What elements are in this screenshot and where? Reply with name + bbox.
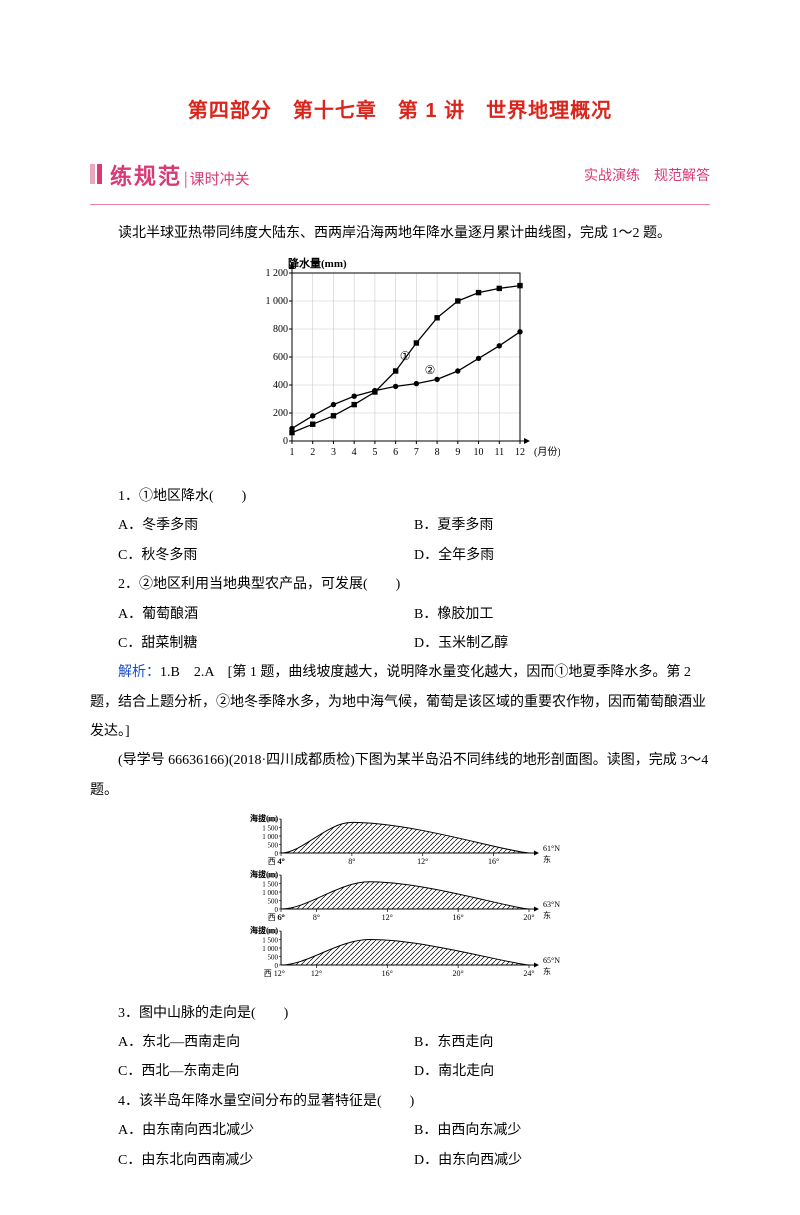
svg-text:1 200: 1 200 <box>266 268 289 279</box>
svg-text:16°: 16° <box>488 857 499 866</box>
svg-text:7: 7 <box>414 447 419 458</box>
q2-opt-d: D．玉米制乙醇 <box>414 629 710 658</box>
section-title: 练规范 <box>110 154 182 200</box>
svg-text:2 000: 2 000 <box>262 928 278 936</box>
svg-text:12°: 12° <box>417 857 428 866</box>
analysis-label: 解析： <box>118 665 160 680</box>
svg-text:500: 500 <box>268 898 279 906</box>
svg-text:8: 8 <box>435 447 440 458</box>
svg-text:500: 500 <box>268 842 279 850</box>
svg-text:西 12°: 西 12° <box>264 969 285 978</box>
svg-text:(月份): (月份) <box>534 446 560 458</box>
svg-text:②: ② <box>425 362 436 376</box>
section-right: 实战演练 规范解答 <box>584 162 710 191</box>
svg-text:1 500: 1 500 <box>262 937 278 945</box>
svg-text:11: 11 <box>494 447 504 458</box>
q1-opt-b: B．夏季多雨 <box>414 511 710 540</box>
svg-text:20°: 20° <box>523 913 534 922</box>
q4-opt-c: C．由东北向西南减少 <box>118 1146 414 1175</box>
svg-text:9: 9 <box>455 447 460 458</box>
svg-text:20°: 20° <box>453 969 464 978</box>
intro-1: 读北半球亚热带同纬度大陆东、西两岸沿海两地年降水量逐月累计曲线图，完成 1～2 … <box>90 219 710 248</box>
svg-text:63°N: 63°N <box>543 900 560 909</box>
svg-text:600: 600 <box>273 352 288 363</box>
q3-opt-a: A．东北—西南走向 <box>118 1028 414 1057</box>
svg-text:1 500: 1 500 <box>262 881 278 889</box>
svg-text:8°: 8° <box>348 857 355 866</box>
q1-stem: 1．①地区降水( ) <box>90 482 710 511</box>
section-divider: | <box>184 160 188 198</box>
svg-text:东: 东 <box>543 966 551 976</box>
svg-text:16°: 16° <box>382 969 393 978</box>
svg-text:4: 4 <box>352 447 357 458</box>
svg-text:2: 2 <box>310 447 315 458</box>
q3-opt-c: C．西北—东南走向 <box>118 1057 414 1086</box>
q1-opt-c: C．秋冬多雨 <box>118 541 414 570</box>
svg-text:2 000: 2 000 <box>262 816 278 824</box>
q1-opt-d: D．全年多雨 <box>414 541 710 570</box>
page-title: 第四部分 第十七章 第 1 讲 世界地理概况 <box>90 90 710 132</box>
q1-opt-a: A．冬季多雨 <box>118 511 414 540</box>
svg-text:东: 东 <box>543 910 551 920</box>
svg-text:200: 200 <box>273 408 288 419</box>
svg-text:1 000: 1 000 <box>266 296 289 307</box>
q3-opt-d: D．南北走向 <box>414 1057 710 1086</box>
q4-opt-d: D．由东向西减少 <box>414 1146 710 1175</box>
q2-opt-c: C．甜菜制糖 <box>118 629 414 658</box>
svg-text:1 000: 1 000 <box>262 833 278 841</box>
svg-text:1 000: 1 000 <box>262 889 278 897</box>
analysis-body: 1.B 2.A [第 1 题，曲线坡度越大，说明降水量变化越大，因而①地夏季降水… <box>90 665 706 739</box>
svg-text:1 500: 1 500 <box>262 825 278 833</box>
svg-text:东: 东 <box>543 854 551 864</box>
svg-text:1: 1 <box>290 447 295 458</box>
svg-text:0: 0 <box>283 436 288 447</box>
svg-text:①: ① <box>400 348 411 362</box>
q3-stem: 3．图中山脉的走向是( ) <box>90 999 710 1028</box>
svg-text:65°N: 65°N <box>543 956 560 965</box>
section-bar: 练规范 | 课时冲关 实战演练 规范解答 <box>90 154 710 205</box>
chart-2: 海拔(m)2 0001 5001 00050004°8°12°16°西 4°61… <box>90 811 710 992</box>
section-decor <box>90 164 104 184</box>
svg-text:16°: 16° <box>453 913 464 922</box>
q4-opt-b: B．由西向东减少 <box>414 1116 710 1145</box>
chart-1: 降水量(mm)02004006008001 0001 2001234567891… <box>90 255 710 476</box>
section-sub: 课时冲关 <box>190 165 250 197</box>
svg-text:8°: 8° <box>313 913 320 922</box>
svg-text:6: 6 <box>393 447 398 458</box>
svg-text:5: 5 <box>372 447 377 458</box>
svg-text:1 000: 1 000 <box>262 945 278 953</box>
svg-text:西 4°: 西 4° <box>268 857 285 866</box>
svg-text:12°: 12° <box>311 969 322 978</box>
svg-text:61°N: 61°N <box>543 844 560 853</box>
svg-text:24°: 24° <box>523 969 534 978</box>
svg-text:400: 400 <box>273 380 288 391</box>
svg-text:12: 12 <box>515 447 525 458</box>
svg-text:降水量(mm): 降水量(mm) <box>288 256 347 270</box>
svg-text:500: 500 <box>268 954 279 962</box>
analysis-1: 解析：1.B 2.A [第 1 题，曲线坡度越大，说明降水量变化越大，因而①地夏… <box>90 658 710 746</box>
svg-text:3: 3 <box>331 447 336 458</box>
svg-text:2 000: 2 000 <box>262 872 278 880</box>
q2-stem: 2．②地区利用当地典型农产品，可发展( ) <box>90 570 710 599</box>
svg-text:10: 10 <box>474 447 484 458</box>
svg-text:12°: 12° <box>382 913 393 922</box>
q2-opt-b: B．橡胶加工 <box>414 600 710 629</box>
q2-opt-a: A．葡萄酿酒 <box>118 600 414 629</box>
q4-stem: 4．该半岛年降水量空间分布的显著特征是( ) <box>90 1087 710 1116</box>
svg-text:800: 800 <box>273 324 288 335</box>
svg-text:西 6°: 西 6° <box>268 913 285 922</box>
q4-opt-a: A．由东南向西北减少 <box>118 1116 414 1145</box>
q3-opt-b: B．东西走向 <box>414 1028 710 1057</box>
intro-2: (导学号 66636166)(2018·四川成都质检)下图为某半岛沿不同纬线的地… <box>90 746 710 805</box>
